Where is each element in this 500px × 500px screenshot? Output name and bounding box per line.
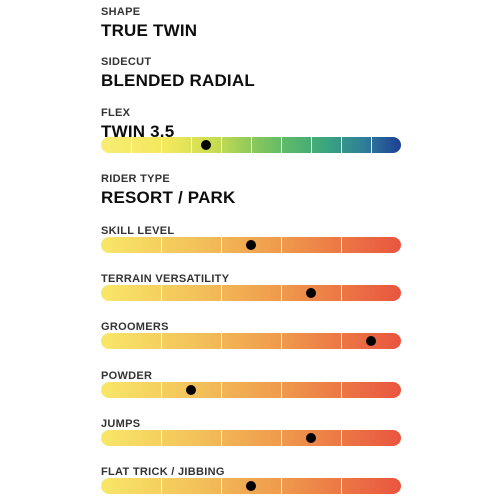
rating-scale	[101, 478, 401, 494]
rating-scale-tick	[341, 285, 342, 301]
rating-scale	[101, 382, 401, 398]
flex-spec: FLEX TWIN 3.5	[101, 107, 401, 153]
flex-scale	[101, 137, 401, 153]
rating-scale-tick	[221, 285, 222, 301]
sidecut-label: SIDECUT	[101, 56, 152, 68]
rating-scale-tick	[281, 478, 282, 494]
flex-scale-tick	[131, 137, 132, 153]
rating-scale-tick	[341, 333, 342, 349]
rating-scale-tick	[281, 430, 282, 446]
rating-scale-tick	[341, 430, 342, 446]
flex-scale-tick	[311, 137, 312, 153]
rating-marker	[306, 288, 316, 298]
rating-marker	[366, 336, 376, 346]
rating-label: JUMPS	[101, 418, 141, 430]
sidecut-spec: SIDECUT BLENDED RADIAL	[101, 56, 401, 91]
rating-scale-tick	[281, 333, 282, 349]
rating-scale-tick	[221, 237, 222, 253]
rating-scale-tick	[281, 237, 282, 253]
rating-scale-tick	[161, 285, 162, 301]
rating-scale-tick	[161, 430, 162, 446]
rating-label: FLAT TRICK / JIBBING	[101, 466, 225, 478]
rating-jumps: JUMPS	[101, 418, 401, 446]
sidecut-value: BLENDED RADIAL	[101, 71, 255, 90]
flex-scale-tick	[161, 137, 162, 153]
rating-scale-gradient	[101, 382, 401, 398]
flex-marker	[201, 140, 211, 150]
rating-label: TERRAIN VERSATILITY	[101, 273, 230, 285]
rating-powder: POWDER	[101, 370, 401, 398]
rating-scale-tick	[221, 333, 222, 349]
rating-marker	[246, 481, 256, 491]
rating-marker	[186, 385, 196, 395]
rating-scale-gradient	[101, 430, 401, 446]
rating-scale-gradient	[101, 333, 401, 349]
rating-scale	[101, 237, 401, 253]
rating-scale-tick	[341, 478, 342, 494]
rating-label: POWDER	[101, 370, 153, 382]
shape-spec: SHAPE TRUE TWIN	[101, 6, 401, 41]
rating-marker	[246, 240, 256, 250]
rating-scale-tick	[161, 237, 162, 253]
flex-scale-tick	[191, 137, 192, 153]
rating-scale-tick	[161, 333, 162, 349]
rating-marker	[306, 433, 316, 443]
rating-scale-tick	[221, 382, 222, 398]
rating-scale-tick	[281, 382, 282, 398]
flex-scale-tick	[281, 137, 282, 153]
rating-scale-tick	[221, 478, 222, 494]
rating-skill-level: SKILL LEVEL	[101, 225, 401, 253]
shape-value: TRUE TWIN	[101, 21, 198, 40]
rating-label: SKILL LEVEL	[101, 225, 175, 237]
rating-label: GROOMERS	[101, 321, 169, 333]
rating-scale-tick	[161, 382, 162, 398]
rating-scale	[101, 285, 401, 301]
rating-terrain-versatility: TERRAIN VERSATILITY	[101, 273, 401, 301]
flex-label: FLEX	[101, 107, 131, 119]
flex-scale-tick	[341, 137, 342, 153]
rating-scale-tick	[221, 430, 222, 446]
shape-label: SHAPE	[101, 6, 141, 18]
flex-scale-tick	[251, 137, 252, 153]
flex-scale-tick	[371, 137, 372, 153]
flex-value: TWIN 3.5	[101, 122, 175, 141]
rider-type-value: RESORT / PARK	[101, 188, 236, 207]
rating-scale-gradient	[101, 285, 401, 301]
rider-type-label: RIDER TYPE	[101, 173, 171, 185]
rating-scale-tick	[281, 285, 282, 301]
flex-scale-tick	[221, 137, 222, 153]
rider-type-spec: RIDER TYPE RESORT / PARK	[101, 173, 401, 208]
rating-scale-tick	[161, 478, 162, 494]
rating-groomers: GROOMERS	[101, 321, 401, 349]
rating-scale	[101, 430, 401, 446]
rating-scale	[101, 333, 401, 349]
rating-scale-tick	[341, 382, 342, 398]
rating-scale-tick	[341, 237, 342, 253]
rating-flat-trick-jibbing: FLAT TRICK / JIBBING	[101, 466, 401, 494]
